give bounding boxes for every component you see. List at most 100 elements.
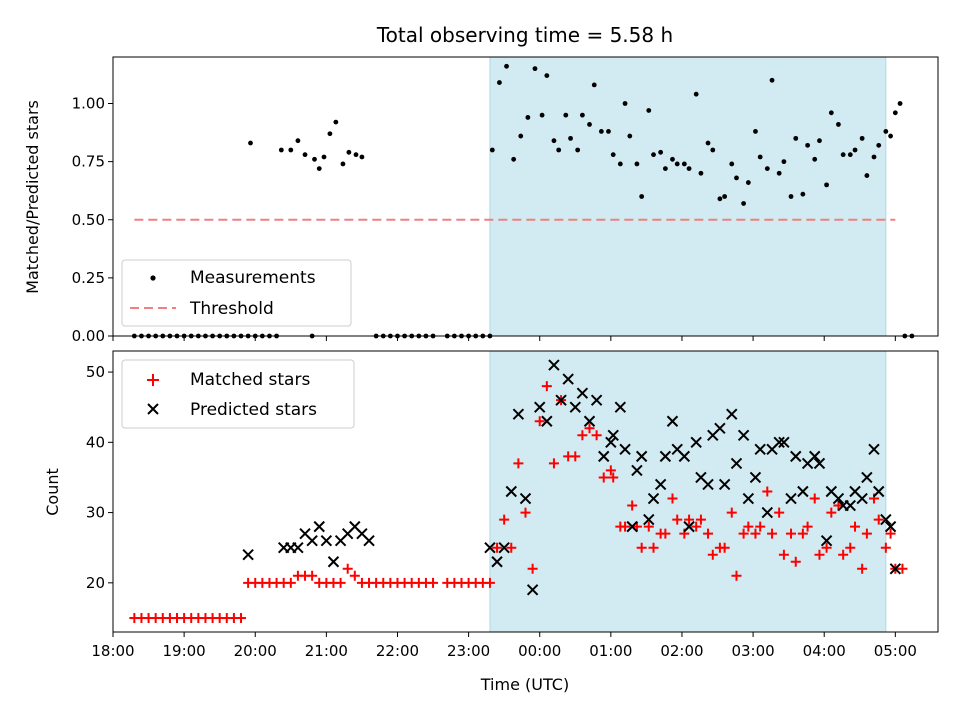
measurement-point [556, 147, 562, 153]
matched-star-point [527, 563, 538, 574]
measurement-point [359, 154, 365, 160]
measurement-point [489, 147, 495, 153]
matched-star-point [897, 563, 908, 574]
predicted-star-point [889, 563, 902, 575]
predicted-star-point [678, 450, 691, 463]
measurement-point [587, 122, 592, 127]
predicted-star-point [737, 429, 750, 442]
top-y-tick-label: 1.00 [72, 95, 105, 113]
measurement-point [710, 147, 716, 153]
predicted-star-point [548, 359, 560, 371]
matched-star-point [598, 472, 609, 483]
measurement-point [658, 149, 664, 155]
matched-star-point [821, 542, 832, 553]
predicted-star-point [647, 492, 660, 505]
matched-star-point [548, 458, 559, 469]
predicted-star-point [778, 436, 790, 449]
matched-star-point [307, 570, 318, 581]
matched-star-point [484, 577, 495, 588]
bottom-shaded-region [489, 350, 887, 633]
measurement-point [876, 142, 882, 148]
predicted-star-point [306, 534, 318, 547]
measurement-point [532, 66, 538, 72]
matched-star-point [778, 549, 789, 560]
top-y-axis-label: Matched/Predicted stars [23, 100, 42, 294]
matched-star-point [797, 528, 808, 539]
top-plot-frame [112, 56, 939, 337]
measurement-point [627, 133, 633, 139]
matched-star-point [520, 507, 531, 518]
measurement-point [847, 152, 853, 158]
measurement-point [622, 101, 628, 106]
predicted-star-point [583, 415, 596, 427]
predicted-star-point [292, 541, 304, 554]
measurement-point [670, 156, 675, 162]
predicted-star-point [813, 457, 826, 470]
matched-star-point [861, 528, 872, 539]
measurement-point [824, 182, 829, 188]
predicted-star-point [820, 534, 833, 547]
measurement-point [591, 82, 597, 88]
measurement-point [295, 138, 301, 144]
measurement-point [617, 161, 623, 167]
predicted-star-point [555, 394, 567, 406]
predicted-star-point [498, 541, 510, 554]
predicted-star-point [761, 506, 774, 519]
measurement-point [598, 129, 604, 134]
matched-star-point [620, 521, 631, 532]
matched-star-point [885, 528, 896, 539]
measurement-point [840, 152, 846, 158]
predicted-star-point [666, 415, 679, 427]
measurement-point [871, 154, 877, 160]
measurement-point [651, 152, 656, 158]
measurement-point [828, 110, 834, 116]
measurement-point [575, 147, 581, 153]
predicted-star-point [690, 436, 702, 449]
x-tick-label: 03:00 [731, 642, 774, 660]
predicted-star-point [726, 408, 738, 420]
measurement-point [693, 91, 699, 97]
matched-stars-points [129, 381, 908, 623]
predicted-star-point [873, 485, 885, 498]
matched-star-point [880, 542, 891, 553]
bottom-panel: 20 30 40 50 18:00 19:00 20:00 21:00 22:00 23:00 0… [43, 336, 939, 694]
measurement-point [793, 135, 799, 141]
measurement-point [568, 135, 573, 141]
measurement-point [681, 161, 687, 167]
measurement-point [741, 201, 747, 206]
predicted-star-point [742, 492, 755, 505]
x-tick-label: 20:00 [234, 642, 277, 660]
matched-star-point [774, 507, 785, 518]
predicted-star-point [643, 513, 655, 526]
legend-label-predicted: Predicted stars [190, 400, 317, 420]
measurement-point [800, 191, 806, 197]
measurement-point [859, 135, 865, 141]
x-axis-label: Time (UTC) [480, 675, 569, 694]
legend-matched-marker [147, 374, 159, 386]
predicted-star-point [714, 422, 726, 434]
predicted-star-point [598, 450, 610, 463]
predicted-star-point [809, 450, 821, 463]
x-tick-label: 21:00 [305, 642, 348, 660]
measurement-point [883, 129, 889, 134]
predicted-star-point [797, 485, 809, 498]
x-tick-label: 02:00 [660, 642, 703, 660]
matched-star-point [534, 416, 545, 427]
predicted-star-point [718, 478, 731, 491]
measurement-point [674, 161, 680, 167]
predicted-star-point [327, 556, 340, 568]
measurement-point [852, 147, 858, 153]
matched-star-point [636, 542, 647, 553]
matched-star-point [707, 549, 718, 560]
measurement-point [525, 115, 531, 120]
measurement-point [606, 129, 611, 134]
matched-star-point [506, 542, 517, 553]
matched-star-point [608, 472, 619, 483]
matched-star-point [738, 528, 749, 539]
bottom-plot-frame [112, 350, 939, 633]
measurement-point [722, 194, 728, 199]
measurement-point [327, 131, 333, 137]
matched-star-point [492, 542, 503, 553]
predicted-star-point [519, 492, 532, 505]
measurement-point [769, 77, 775, 83]
